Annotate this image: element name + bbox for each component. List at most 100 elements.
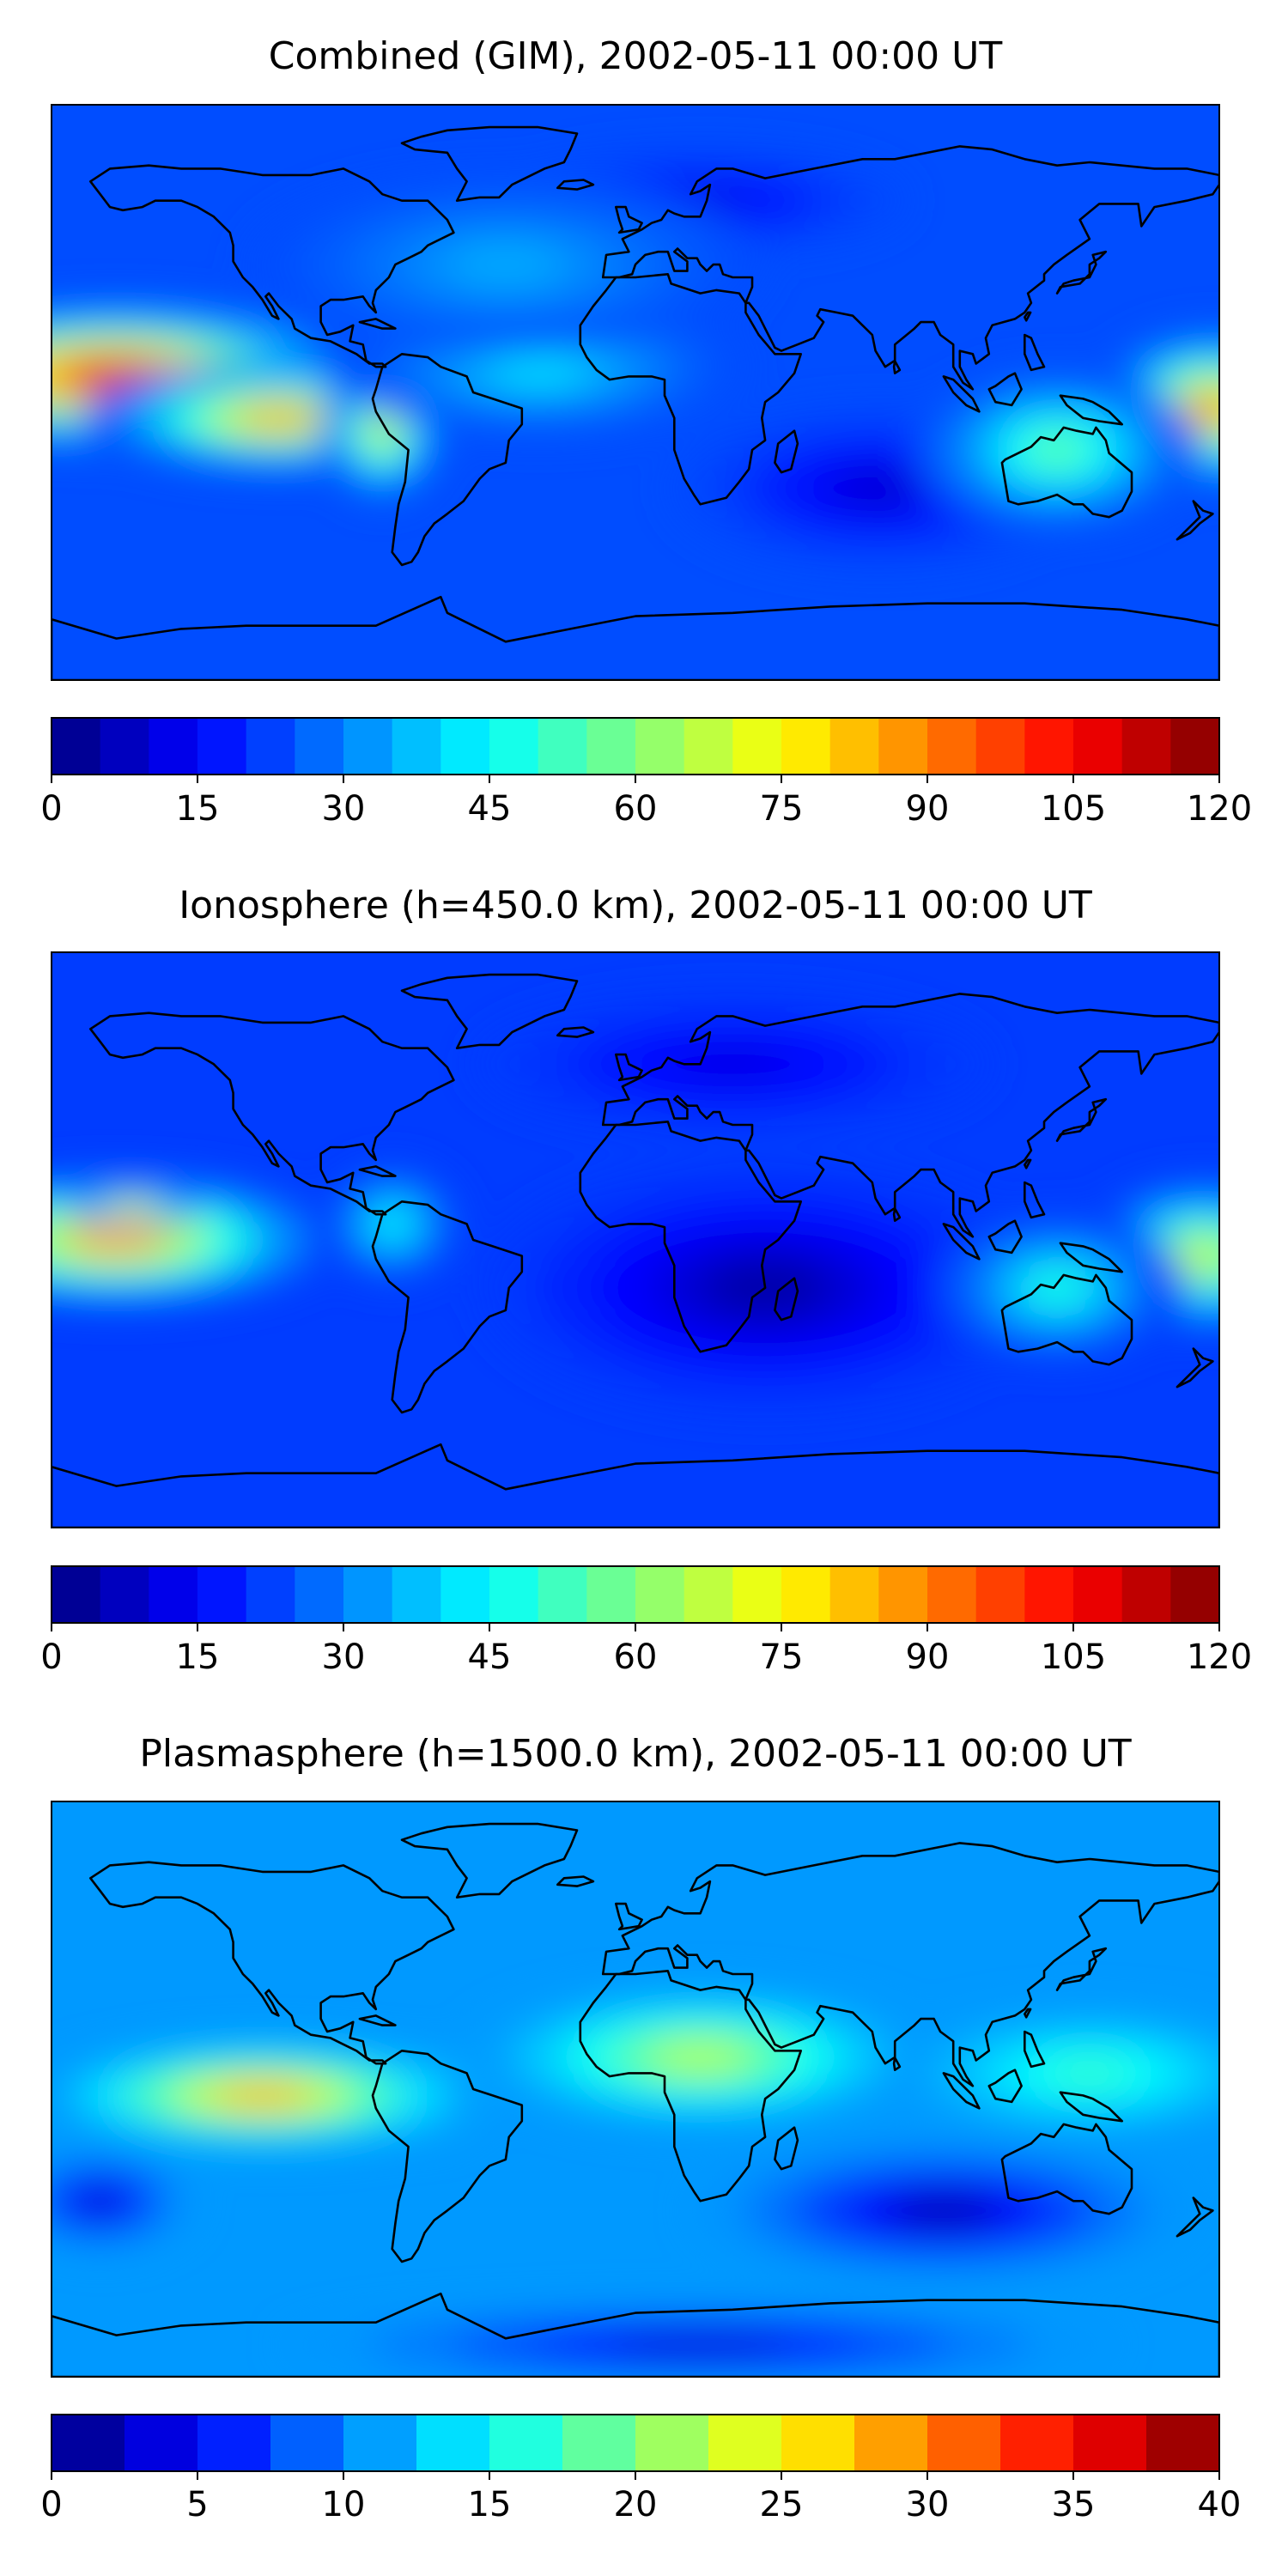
colorbar-segment bbox=[975, 718, 1025, 775]
colorbar-tick-label: 105 bbox=[1041, 789, 1106, 829]
coastline-new-zealand bbox=[1176, 1347, 1214, 1388]
colorbar-segment bbox=[781, 718, 831, 775]
coastline-borneo bbox=[987, 1219, 1023, 1255]
colorbar-segment bbox=[246, 1566, 295, 1623]
colorbar-segment bbox=[538, 1566, 587, 1623]
coastline-south-america bbox=[371, 352, 524, 567]
colorbar-segment bbox=[878, 1566, 928, 1623]
coastline-eurasia bbox=[601, 1842, 1219, 2087]
field bbox=[52, 1985, 1219, 2377]
colorbar-segment bbox=[708, 2415, 782, 2471]
field-hotspot bbox=[649, 2041, 752, 2074]
coastline-iceland bbox=[556, 179, 595, 191]
coastline-sri-lanka bbox=[892, 1207, 902, 1222]
coastline-australia bbox=[1000, 426, 1133, 519]
colorbar-tick-label: 90 bbox=[906, 789, 950, 829]
colorbar-segment bbox=[489, 718, 539, 775]
coastline-eurasia bbox=[601, 993, 1219, 1238]
colorbar-segment bbox=[52, 1566, 101, 1623]
field-hotspot bbox=[1044, 2058, 1135, 2088]
colorbar-segment bbox=[100, 1566, 149, 1623]
colorbar-tick-label: 25 bbox=[760, 2485, 804, 2524]
colorbar-tick-label: 10 bbox=[322, 2485, 366, 2524]
field-hotspot bbox=[1175, 1237, 1219, 1274]
colorbar-tick-label: 45 bbox=[468, 1637, 512, 1677]
colorbar-segment bbox=[392, 718, 441, 775]
field-low bbox=[79, 2190, 121, 2213]
coastline-cuba bbox=[358, 318, 397, 330]
map-area bbox=[52, 1801, 1219, 2377]
panel-title: Plasmasphere (h=1500.0 km), 2002-05-11 0… bbox=[139, 1732, 1131, 1776]
colorbar-segment bbox=[829, 718, 879, 775]
coastline-taiwan bbox=[1024, 2008, 1032, 2019]
field bbox=[52, 992, 1219, 1416]
coastline-taiwan bbox=[1024, 1158, 1032, 1170]
coastline-australia bbox=[1000, 2123, 1133, 2215]
coastline-south-america bbox=[371, 2050, 524, 2263]
colorbar-tick-label: 90 bbox=[906, 1637, 950, 1677]
panel-2: Ionosphere (h=450.0 km), 2002-05-11 00:0… bbox=[40, 884, 1252, 1677]
field-hotspot bbox=[1025, 432, 1090, 468]
field-hotspot bbox=[118, 1203, 147, 1212]
map-frame bbox=[51, 104, 1220, 681]
coastline-greenland bbox=[400, 1822, 579, 1899]
colorbar-segment bbox=[1121, 1566, 1171, 1623]
coastlines bbox=[52, 125, 1219, 680]
colorbar-segment bbox=[149, 718, 198, 775]
coastline-uk bbox=[614, 205, 643, 234]
field-hotspot bbox=[1029, 1271, 1086, 1305]
coastline-north-america bbox=[89, 1861, 455, 2065]
field-low bbox=[889, 2195, 999, 2227]
colorbar-segment bbox=[343, 718, 393, 775]
colorbar-segment bbox=[100, 718, 149, 775]
colorbar-segment bbox=[489, 1566, 539, 1623]
colorbar-tick-label: 45 bbox=[468, 789, 512, 829]
colorbar-segment bbox=[927, 718, 977, 775]
colorbar-segment bbox=[440, 1566, 490, 1623]
coastline-new-zealand bbox=[1176, 500, 1214, 541]
field-hotspot bbox=[65, 1224, 168, 1256]
coastline-eurasia bbox=[601, 145, 1219, 391]
colorbar-segment bbox=[149, 1566, 198, 1623]
colorbar-segment bbox=[562, 2415, 636, 2471]
colorbar-segment bbox=[197, 1566, 247, 1623]
coastline-antarctica bbox=[52, 1443, 1219, 1528]
colorbar-segment bbox=[927, 2415, 1001, 2471]
field-hotspot bbox=[235, 405, 322, 431]
coastlines bbox=[52, 973, 1219, 1528]
coastline-africa bbox=[579, 1970, 803, 2202]
coastline-south-america bbox=[371, 1200, 524, 1414]
coastline-sumatra bbox=[942, 1223, 981, 1261]
colorbar-segment bbox=[854, 2415, 928, 2471]
coastline-africa bbox=[579, 272, 803, 506]
colorbar-segment bbox=[732, 718, 782, 775]
colorbar-segment bbox=[440, 718, 490, 775]
coastline-africa bbox=[579, 1121, 803, 1353]
colorbar-segment bbox=[489, 2415, 563, 2471]
colorbar-segment bbox=[586, 718, 636, 775]
colorbar-segment bbox=[1073, 2415, 1147, 2471]
panel-1: Combined (GIM), 2002-05-11 00:00 UT 0 15 30… bbox=[40, 34, 1252, 829]
coastline-sri-lanka bbox=[892, 2057, 902, 2071]
colorbar-tick-label: 15 bbox=[468, 2485, 512, 2524]
coastline-madagascar bbox=[774, 1277, 799, 1321]
panel-3: Plasmasphere (h=1500.0 km), 2002-05-11 0… bbox=[40, 1732, 1241, 2524]
colorbar-segment bbox=[295, 1566, 344, 1623]
colorbar-tick-label: 5 bbox=[186, 2485, 208, 2524]
map-frame bbox=[51, 1801, 1220, 2378]
coastline-sri-lanka bbox=[892, 360, 902, 375]
colorbar-tick-label: 0 bbox=[40, 2485, 62, 2524]
colorbar-segment bbox=[586, 1566, 636, 1623]
colorbar-segment bbox=[538, 718, 587, 775]
colorbar-segment bbox=[416, 2415, 490, 2471]
colorbar-tick-label: 120 bbox=[1187, 1637, 1252, 1677]
field-low bbox=[609, 2336, 792, 2354]
colorbar-segment bbox=[270, 2415, 344, 2471]
colorbar-tick-label: 20 bbox=[614, 2485, 658, 2524]
colorbar-segment bbox=[781, 1566, 831, 1623]
colorbar-segment bbox=[392, 1566, 441, 1623]
colorbar-tick-label: 35 bbox=[1052, 2485, 1096, 2524]
colorbar-segment bbox=[1000, 2415, 1074, 2471]
coastline-iceland bbox=[556, 1026, 595, 1038]
